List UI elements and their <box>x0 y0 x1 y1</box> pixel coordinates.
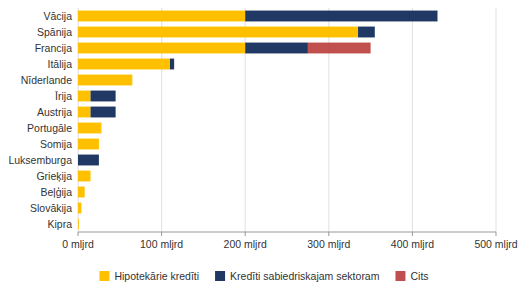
bar-segment <box>115 91 116 102</box>
bar-segment <box>78 139 99 150</box>
legend-label: Kredīti sabiedriskajam sektoram <box>230 270 380 282</box>
bar-segment <box>437 11 438 22</box>
category-label: Portugāle <box>27 122 72 134</box>
category-label: Vācija <box>43 10 72 22</box>
y-axis: Vācija Spānija Francija Itālija Nīderlande Īr… <box>8 10 72 230</box>
bar-segment <box>91 91 116 102</box>
bar-segment <box>132 75 133 86</box>
category-label: Beļģija <box>40 186 72 198</box>
bar-segment <box>308 43 371 54</box>
bar-segment <box>174 59 175 70</box>
bar-segment <box>91 107 116 118</box>
bar-segment <box>84 187 85 198</box>
bar-segment <box>170 59 174 70</box>
bar-segment <box>101 123 102 134</box>
legend: Hipotekārie kredīti Kredīti sabiedriskaja… <box>99 270 428 282</box>
tick-label: 500 mljrd <box>474 238 517 250</box>
tick-label: 0 mljrd <box>62 238 94 250</box>
category-label: Īrija <box>55 90 72 102</box>
bar-segment <box>245 43 308 54</box>
bar-segment <box>78 219 79 230</box>
bar-segment <box>78 219 79 230</box>
bar-segment <box>84 187 85 198</box>
bar-segment <box>98 139 99 150</box>
axis-line <box>78 232 496 233</box>
bar-segment <box>98 139 99 150</box>
tick-label: 100 mljrd <box>140 238 183 250</box>
legend-swatch <box>215 271 225 281</box>
grid-line <box>496 8 497 232</box>
bar-segment <box>98 155 99 166</box>
category-label: Luksemburga <box>8 154 72 166</box>
bar-segment <box>81 203 82 214</box>
chart: 0 mljrd 100 mljrd 200 mljrd 300 mljrd 400 ml… <box>0 0 528 290</box>
legend-item: Cits <box>395 270 428 282</box>
bar-segment <box>115 107 116 118</box>
tick-mark <box>496 232 497 236</box>
tick-mark <box>161 232 162 236</box>
category-label: Kipra <box>47 218 72 230</box>
category-label: Nīderlande <box>21 74 73 86</box>
category-label: Somija <box>40 138 72 150</box>
bar-segment <box>374 27 375 38</box>
bar-segment <box>358 27 375 38</box>
legend-item: Hipotekārie kredīti <box>99 270 199 282</box>
grid <box>78 8 496 232</box>
legend-item: Kredīti sabiedriskajam sektoram <box>215 270 380 282</box>
series <box>308 43 371 54</box>
tick-label: 200 mljrd <box>224 238 267 250</box>
tick-mark <box>245 232 246 236</box>
bar-segment <box>78 171 91 182</box>
legend-label: Hipotekārie kredīti <box>114 270 199 282</box>
bar-segment <box>78 91 91 102</box>
grid-line <box>328 8 329 232</box>
category-label: Itālija <box>47 58 72 70</box>
bar-segment <box>78 11 245 22</box>
category-label: Austrija <box>37 106 72 118</box>
bar-segment <box>78 219 79 230</box>
bar-segment <box>81 203 82 214</box>
bar-segment <box>78 187 85 198</box>
bar-segment <box>78 59 170 70</box>
series <box>78 11 437 166</box>
bar-segment <box>78 107 91 118</box>
bar-segment <box>90 171 91 182</box>
bar-segment <box>78 75 132 86</box>
tick-mark <box>328 232 329 236</box>
category-label: Grieķija <box>36 170 72 182</box>
bar-segment <box>78 123 101 134</box>
bar-segment <box>90 171 91 182</box>
legend-swatch <box>395 271 405 281</box>
grid-line <box>412 8 413 232</box>
legend-label: Cits <box>410 270 428 282</box>
grid-line <box>78 8 79 232</box>
category-label: Francija <box>35 42 73 54</box>
tick-label: 300 mljrd <box>307 238 350 250</box>
bar-segment <box>78 43 245 54</box>
grid-line <box>245 8 246 232</box>
legend-swatch <box>99 271 109 281</box>
grid-line <box>161 8 162 232</box>
x-axis: 0 mljrd 100 mljrd 200 mljrd 300 mljrd 400 ml… <box>62 232 518 250</box>
bars <box>78 11 437 230</box>
bar-segment <box>78 155 99 166</box>
tick-mark <box>78 232 79 236</box>
bar-segment <box>101 123 102 134</box>
tick-mark <box>412 232 413 236</box>
bar-segment <box>78 203 81 214</box>
category-label: Slovākija <box>30 202 72 214</box>
tick-label: 400 mljrd <box>391 238 434 250</box>
bar-segment <box>245 11 437 22</box>
category-label: Spānija <box>37 26 72 38</box>
bar-segment <box>78 27 358 38</box>
bar-segment <box>132 75 133 86</box>
